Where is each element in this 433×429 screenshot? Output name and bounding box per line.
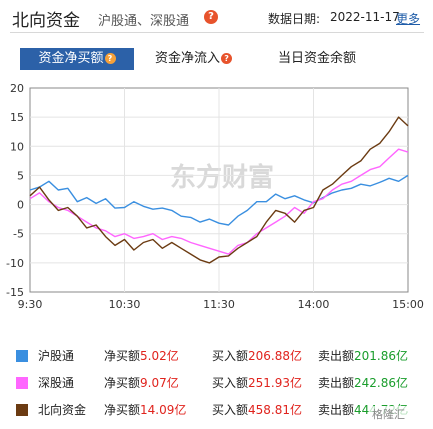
sell-label: 卖出额 bbox=[318, 376, 355, 390]
tab-net-inflow-label: 资金净流入 bbox=[155, 51, 221, 66]
sell-value: 201.86亿 bbox=[354, 349, 409, 363]
sell-label: 卖出额 bbox=[318, 403, 355, 417]
header-divider bbox=[10, 32, 424, 33]
y-tick-label: 10 bbox=[10, 140, 24, 153]
legend-swatch-sgt bbox=[16, 377, 28, 389]
x-tick-label: 10:30 bbox=[109, 298, 141, 308]
buy-value: 458.81亿 bbox=[248, 403, 303, 417]
net-buy-label: 净买额 bbox=[104, 376, 141, 390]
x-tick-label: 14:00 bbox=[298, 298, 330, 308]
net-buy-value: 14.09亿 bbox=[140, 403, 187, 417]
y-tick-label: 0 bbox=[17, 199, 24, 212]
help-icon[interactable]: ? bbox=[104, 53, 116, 64]
legend-swatch-north bbox=[16, 404, 28, 416]
legend-name: 深股通 bbox=[38, 376, 75, 390]
legend-name: 沪股通 bbox=[38, 349, 75, 363]
legend-name: 北向资金 bbox=[38, 403, 87, 417]
net-buy-label: 净买额 bbox=[104, 349, 141, 363]
buy-value: 251.93亿 bbox=[248, 376, 303, 390]
y-tick-label: -5 bbox=[13, 228, 24, 241]
series-lines bbox=[29, 116, 409, 264]
help-icon[interactable]: ? bbox=[204, 10, 218, 24]
tab-net-buy-label: 资金净买额 bbox=[38, 51, 104, 66]
page-title: 北向资金 bbox=[12, 11, 80, 31]
net-buy-value: 9.07亿 bbox=[140, 376, 179, 390]
watermark: 东方财富 bbox=[170, 162, 274, 193]
tab-daily-balance[interactable]: 当日资金余额 bbox=[278, 48, 378, 70]
page-subtitle: 沪股通、深股通 bbox=[98, 14, 190, 29]
series-line-2 bbox=[29, 116, 409, 264]
buy-value: 206.88亿 bbox=[248, 349, 303, 363]
net-buy-label: 净买额 bbox=[104, 403, 141, 417]
y-tick-label: 5 bbox=[17, 169, 24, 182]
sell-value: 242.86亿 bbox=[354, 376, 409, 390]
date-label: 数据日期: bbox=[268, 12, 321, 26]
date-value: 2022-11-17 bbox=[330, 10, 400, 24]
legend-row-sgt: 深股通 净买额9.07亿 买入额251.93亿 卖出额242.86亿 bbox=[0, 372, 433, 394]
x-tick-label: 11:30 bbox=[203, 298, 235, 308]
y-tick-label: 15 bbox=[10, 111, 24, 124]
y-tick-label: -15 bbox=[6, 286, 24, 299]
tab-net-buy[interactable]: 资金净买额? bbox=[20, 48, 134, 70]
x-axis: 9:30 10:30 11:30 14:00 15:00 bbox=[18, 298, 424, 308]
net-buy-value: 5.02亿 bbox=[140, 349, 179, 363]
x-tick-label: 15:00 bbox=[392, 298, 424, 308]
tab-net-inflow[interactable]: 资金净流入? bbox=[155, 48, 247, 70]
help-icon[interactable]: ? bbox=[221, 53, 233, 64]
tab-daily-balance-label: 当日资金余额 bbox=[278, 51, 357, 66]
buy-label: 买入额 bbox=[212, 376, 249, 390]
watermark-badge: 格隆汇 bbox=[370, 406, 407, 422]
y-tick-label: -10 bbox=[6, 257, 24, 270]
line-chart: 东方财富 20 15 10 5 0 -5 -10 -15 9:30 10:30 11:30 14:0… bbox=[6, 82, 424, 308]
grid bbox=[30, 88, 408, 292]
buy-label: 买入额 bbox=[212, 403, 249, 417]
legend-swatch-hgt bbox=[16, 350, 28, 362]
sell-label: 卖出额 bbox=[318, 349, 355, 363]
x-tick-label: 9:30 bbox=[18, 298, 43, 308]
series-line-0 bbox=[29, 174, 409, 226]
legend-row-north: 北向资金 净买额14.09亿 买入额458.81亿 卖出额444.72亿 bbox=[0, 399, 433, 421]
buy-label: 买入额 bbox=[212, 349, 249, 363]
y-axis: 20 15 10 5 0 -5 -10 -15 bbox=[6, 82, 24, 299]
y-tick-label: 20 bbox=[10, 82, 24, 95]
legend-row-hgt: 沪股通 净买额5.02亿 买入额206.88亿 卖出额201.86亿 bbox=[0, 345, 433, 367]
more-link[interactable]: 更多 bbox=[396, 12, 421, 26]
